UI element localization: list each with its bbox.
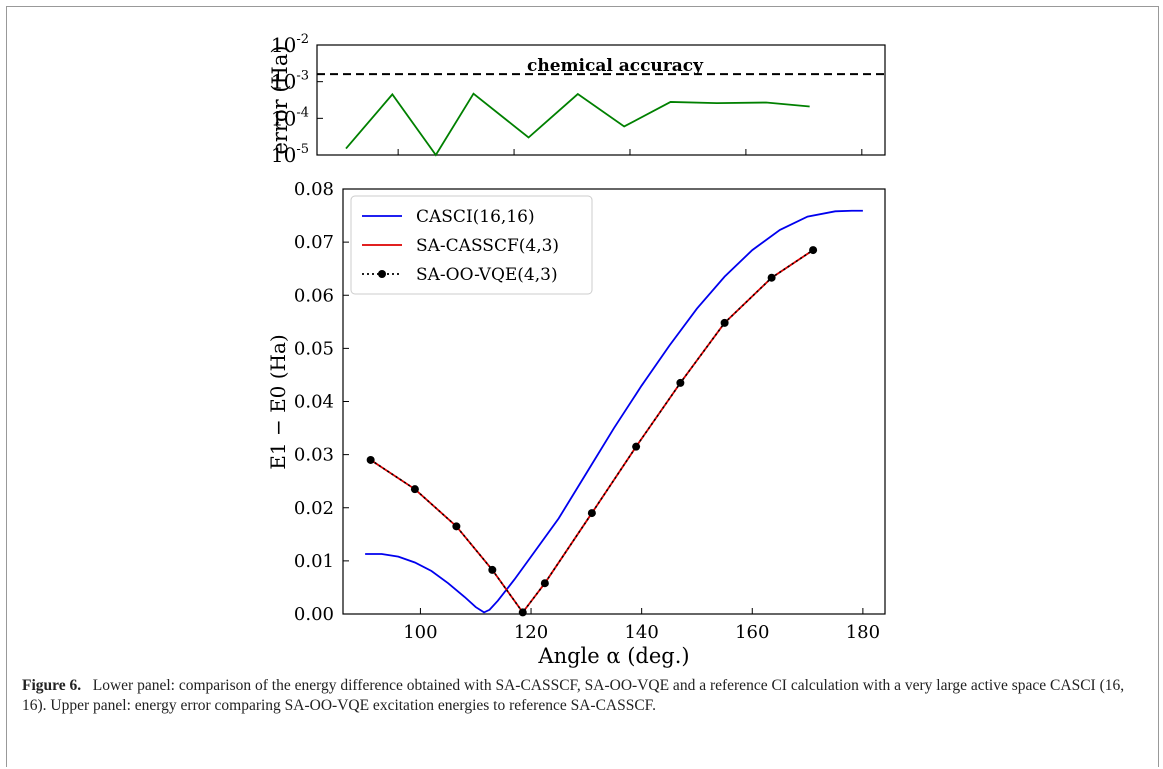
upper-y-tick-label: 10-4 [271,105,309,130]
legend-saoovqe-marker [378,270,386,278]
lower-x-tick-label: 140 [624,622,658,643]
legend-casci-label: CASCI(16,16) [416,207,535,227]
lower-y-tick-label: 0.02 [294,498,334,519]
error-series-line [345,92,810,157]
saoovqe-point [452,522,461,531]
saoovqe-point [410,485,419,494]
upper-plot-frame [316,44,886,156]
lower-y-tick-label: 0.06 [294,285,334,306]
saoovqe-point [540,579,549,588]
figure-chart: 10-2 10-3 10-4 10-5 chemical accuracy error (… [266,32,886,668]
legend-sacasscf-label: SA-CASSCF(4,3) [416,236,559,256]
saoovqe-point [720,318,729,327]
figure-frame [6,6,1159,767]
lower-x-tick-label: 120 [514,622,548,643]
saoovqe-point [809,246,818,255]
lower-y-axis-label: E1 − E0 (Ha) [266,334,290,469]
saoovqe-point [676,378,685,387]
casci-series-line [365,209,863,614]
saoovqe-series-line [370,249,814,614]
lower-y-tick-label: 0.08 [294,179,334,200]
sacasscf-series-line [370,249,814,614]
lower-x-axis-label: Angle α (deg.) [537,644,689,668]
upper-y-tick-label: 10-3 [271,69,309,94]
caption-text: Lower panel: comparison of the energy di… [22,677,1125,714]
lower-x-tick-label: 180 [846,622,880,643]
saoovqe-point [587,509,596,518]
lower-y-tick-label: 0.07 [294,232,334,253]
saoovqe-point [518,608,527,617]
lower-x-tick-label: 160 [735,622,769,643]
saoovqe-point [767,273,776,282]
upper-y-axis-label: error (Ha) [268,45,292,154]
saoovqe-point [632,442,641,451]
saoovqe-point [488,565,497,574]
figure-caption: Figure 6. Lower panel: comparison of the… [22,676,1132,716]
lower-y-tick-label: 0.01 [294,551,334,572]
lower-x-tick-label: 100 [403,622,437,643]
chemical-accuracy-label: chemical accuracy [527,56,704,76]
upper-y-tick-label: 10-2 [271,32,309,57]
lower-y-tick-label: 0.05 [294,338,334,359]
saoovqe-point [366,455,375,464]
lower-y-tick-label: 0.00 [294,604,334,625]
caption-label: Figure 6. [22,677,82,694]
legend-box [350,195,593,295]
legend-saoovqe-label: SA-OO-VQE(4,3) [416,265,558,285]
upper-y-tick-label: 10-5 [271,142,309,167]
lower-y-tick-label: 0.03 [294,445,334,466]
lower-y-tick-label: 0.04 [294,392,334,413]
